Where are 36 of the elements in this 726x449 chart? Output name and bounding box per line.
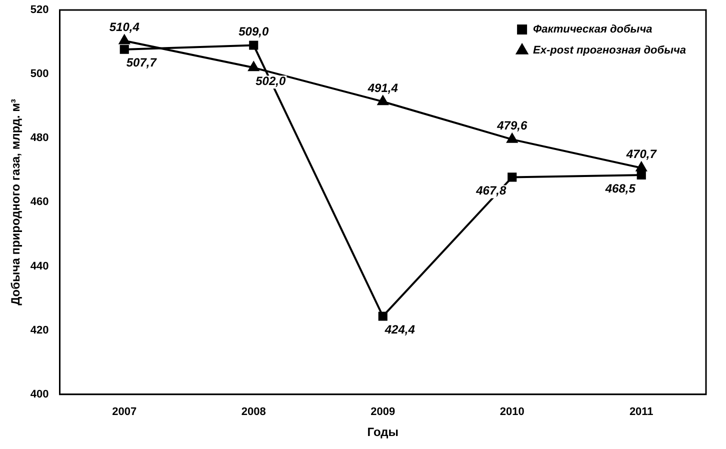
data-label: 510,4 bbox=[109, 20, 140, 34]
point bbox=[508, 172, 517, 182]
point bbox=[248, 62, 259, 72]
y-tick-label: 480 bbox=[30, 132, 49, 144]
x-tick-label: 2007 bbox=[112, 406, 137, 418]
legend-label: Фактическая добыча bbox=[533, 24, 652, 36]
legend-label: Ex-post прогнозная добыча bbox=[533, 44, 686, 57]
x-tick-label: 2009 bbox=[370, 406, 396, 418]
data-label: 491,4 bbox=[366, 80, 398, 95]
y-tick-label: 500 bbox=[30, 68, 49, 80]
x-tick-label: 2010 bbox=[500, 406, 524, 418]
point bbox=[636, 170, 646, 180]
data-label: 468,5 bbox=[604, 181, 636, 196]
point bbox=[120, 44, 129, 54]
data-label: 424,4 bbox=[384, 322, 416, 337]
x-axis-title: Годы bbox=[367, 425, 398, 440]
x-tick-label: 2011 bbox=[629, 406, 654, 418]
data-label: 507,7 bbox=[126, 56, 158, 70]
point bbox=[378, 96, 388, 106]
data-label: 509,0 bbox=[238, 24, 269, 39]
point bbox=[119, 34, 130, 44]
x-tick-label: 2008 bbox=[241, 406, 266, 418]
y-tick-label: 420 bbox=[30, 324, 49, 336]
data-label: 479,6 bbox=[496, 118, 528, 133]
y-tick-label: 460 bbox=[30, 196, 49, 208]
data-label: 470,7 bbox=[625, 147, 658, 162]
point bbox=[249, 40, 258, 50]
point bbox=[636, 162, 647, 172]
data-label: 502,0 bbox=[256, 74, 286, 88]
point bbox=[506, 133, 518, 143]
y-tick-label: 440 bbox=[30, 260, 49, 272]
y-axis-title: Добыча природного газа, млрд. м³ bbox=[8, 98, 23, 306]
y-tick-label: 520 bbox=[30, 4, 49, 16]
data-label: 467,8 bbox=[475, 184, 506, 198]
y-tick-label: 400 bbox=[30, 388, 49, 400]
point bbox=[378, 312, 388, 321]
